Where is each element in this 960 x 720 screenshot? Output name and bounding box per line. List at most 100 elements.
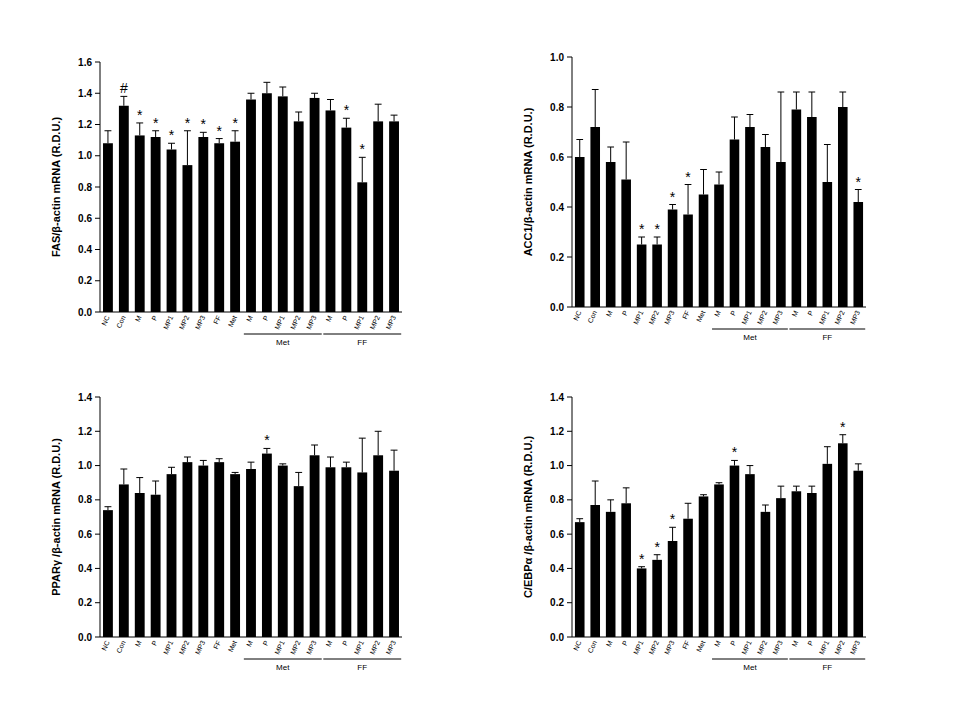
y-tick	[567, 499, 572, 500]
x-tick-label: MP1	[353, 639, 365, 655]
error-bar	[327, 100, 334, 111]
y-tick-label: 0.8	[78, 182, 92, 193]
x-tick-label: MP2	[289, 314, 301, 330]
chart: 0.00.20.40.60.81.01.21.41.6FAS/β-actin m…	[50, 57, 402, 348]
y-tick-label: 1.2	[550, 426, 564, 437]
x-tick-label: P	[729, 309, 737, 316]
error-bar	[343, 462, 350, 467]
x-tick-label: MP3	[771, 639, 783, 655]
chart: 0.00.20.40.60.81.01.21.4PPARγ /β-actin m…	[50, 392, 402, 673]
x-tick-label: MP1	[162, 639, 174, 655]
group-line	[712, 329, 788, 330]
error-bar	[592, 90, 599, 128]
x-tick-label: MP2	[178, 314, 190, 330]
x-tick-label: MP3	[771, 309, 783, 325]
y-tick-label: 0.0	[78, 632, 92, 643]
y-tick	[567, 431, 572, 432]
x-tick-label: M	[245, 314, 254, 322]
error-bar	[168, 143, 175, 149]
bar	[590, 505, 600, 637]
y-tick	[95, 218, 100, 219]
group-line	[323, 659, 401, 660]
bar	[167, 150, 177, 313]
bar	[294, 121, 304, 312]
bar	[230, 474, 240, 637]
error-bar	[654, 237, 661, 245]
x-tick-label: Con	[586, 639, 598, 654]
y-tick	[95, 499, 100, 500]
significance: *	[670, 511, 676, 527]
bar	[135, 135, 145, 312]
error-bar	[359, 157, 366, 182]
significance: *	[639, 551, 645, 567]
significance: *	[639, 221, 645, 237]
bar	[135, 493, 145, 637]
group-line	[789, 329, 865, 330]
y-tick	[567, 307, 572, 308]
bar	[838, 443, 848, 637]
y-tick	[95, 534, 100, 535]
error-bar	[669, 205, 676, 210]
y-tick	[567, 534, 572, 535]
x-tick-label: P	[806, 309, 814, 316]
x-tick-label: MP1	[162, 314, 174, 330]
x-tick-label: NC	[572, 639, 583, 651]
error-bar	[808, 486, 815, 493]
error-bar	[793, 486, 800, 491]
significance: *	[685, 169, 691, 185]
x-tick-label: Met	[695, 309, 706, 323]
y-tick-label: 0.0	[550, 302, 564, 313]
x-tick-label: MP2	[648, 309, 660, 325]
x-tick-label: M	[605, 309, 614, 317]
y-tick-label: 0.4	[550, 563, 564, 574]
group-label: Met	[276, 338, 290, 347]
y-tick-label: 1.2	[78, 119, 92, 130]
bar	[792, 110, 802, 308]
bar	[182, 165, 192, 312]
bar	[214, 462, 224, 637]
y-tick	[567, 157, 572, 158]
error-bar	[279, 464, 286, 466]
x-tick-label: FF	[212, 639, 222, 650]
error-bar	[136, 123, 143, 136]
bar	[714, 484, 724, 637]
x-tick-label: Con	[586, 309, 598, 324]
error-bar	[391, 450, 398, 471]
y-tick	[567, 57, 572, 58]
y-tick	[567, 568, 572, 569]
x-tick-label: MP2	[289, 639, 301, 655]
error-bar	[623, 488, 630, 503]
x-tick-label: M	[325, 314, 334, 322]
x-tick-label: Met	[227, 639, 238, 653]
bar	[262, 93, 272, 312]
bar	[151, 137, 161, 312]
x-tick-label: Met	[227, 314, 238, 328]
x-tick-label: M	[134, 639, 143, 647]
bar	[853, 202, 863, 307]
bar	[326, 467, 336, 637]
bar	[182, 462, 192, 637]
x-tick-label: M	[713, 309, 722, 317]
error-bar	[685, 503, 692, 518]
x-tick-label: P	[150, 639, 158, 646]
group-label: FF	[822, 333, 832, 342]
bar	[389, 471, 399, 637]
error-bar	[263, 448, 270, 453]
error-bar	[731, 460, 738, 465]
x-tick-label: MP2	[756, 309, 768, 325]
error-bar	[248, 93, 255, 99]
x-tick-label: MP3	[663, 639, 675, 655]
error-bar	[623, 142, 630, 180]
group-line	[244, 334, 322, 335]
y-tick	[95, 155, 100, 156]
error-bar	[232, 472, 239, 474]
error-bar	[669, 527, 676, 541]
y-tick-label: 0.2	[550, 597, 564, 608]
bar	[745, 127, 755, 307]
bar	[262, 454, 272, 637]
error-bar	[700, 495, 707, 497]
bar	[214, 143, 224, 312]
error-bar	[311, 93, 318, 98]
error-bar	[731, 117, 738, 140]
error-bar	[607, 500, 614, 512]
